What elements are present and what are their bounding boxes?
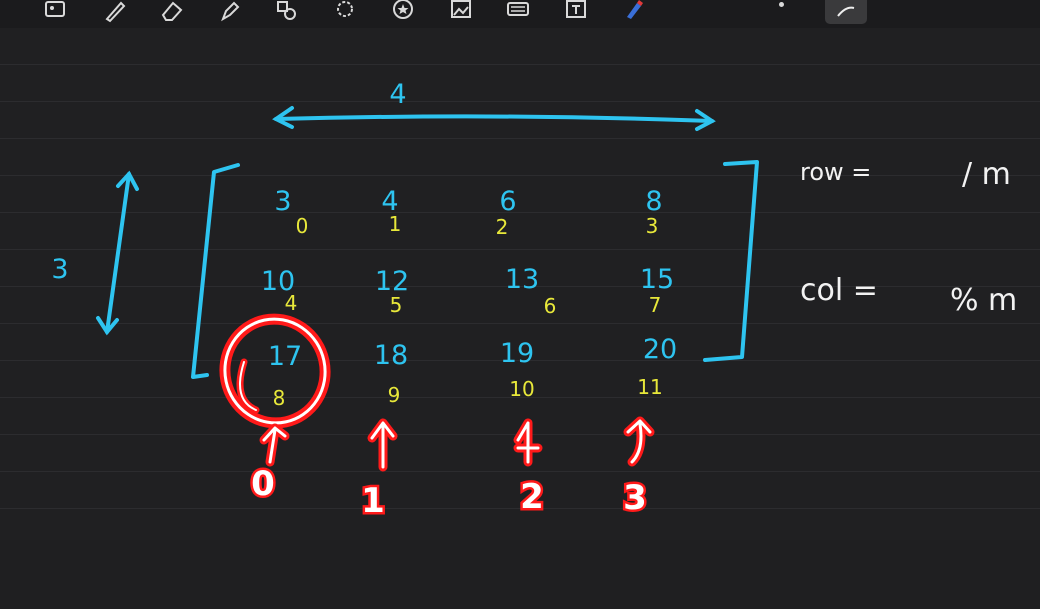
sticker-tool-icon[interactable] (388, 0, 418, 22)
drawing-mode-icon (837, 6, 855, 17)
shapes-tool-icon[interactable] (272, 0, 302, 22)
drawing-mode-toggle[interactable] (825, 0, 867, 24)
image-insert-icon[interactable] (40, 0, 70, 22)
whiteboard-canvas[interactable] (0, 28, 1040, 540)
photo-tool-icon[interactable] (446, 0, 476, 22)
more-dots-icon[interactable] (779, 2, 784, 7)
pen-tool-icon[interactable] (100, 0, 130, 23)
text-box-tool-icon[interactable] (561, 0, 591, 22)
lasso-tool-icon[interactable] (330, 0, 360, 22)
keyboard-tool-icon[interactable] (503, 0, 533, 22)
page-bottom-margin (0, 540, 1040, 609)
toolbar (0, 0, 1040, 28)
eraser-tool-icon[interactable] (157, 0, 187, 22)
laser-pointer-tool-icon[interactable] (618, 0, 648, 22)
highlighter-tool-icon[interactable] (215, 0, 245, 22)
